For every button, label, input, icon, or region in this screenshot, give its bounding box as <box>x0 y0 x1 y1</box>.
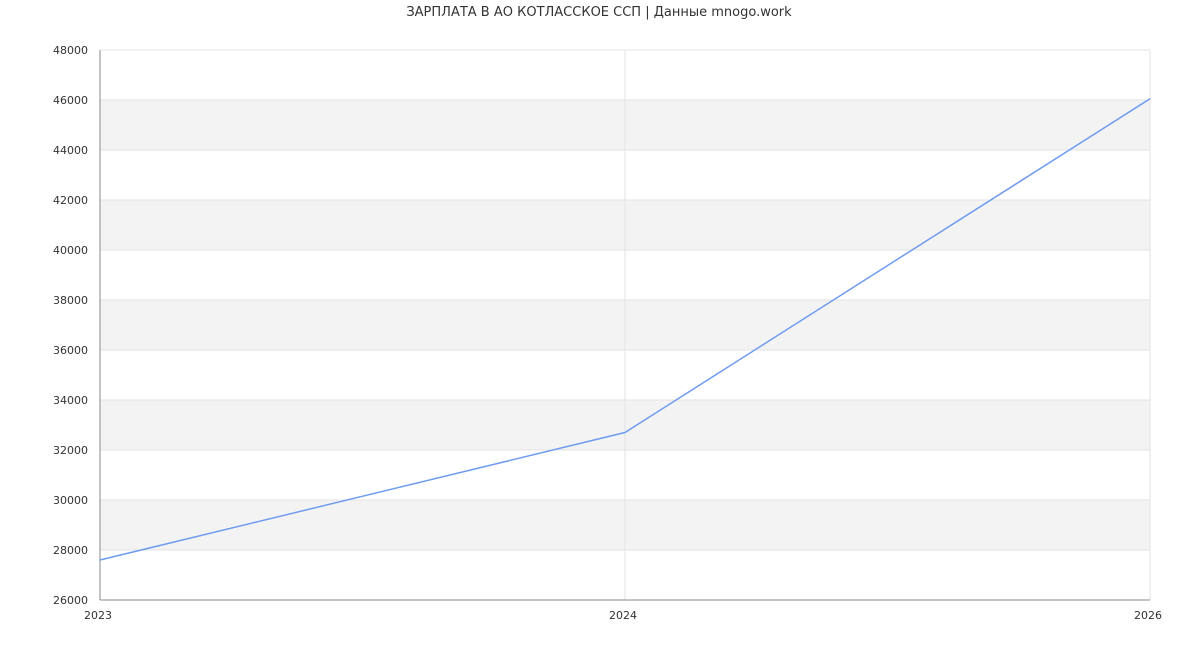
chart-title: ЗАРПЛАТА В АО КОТЛАССКОЕ ССП | Данные mn… <box>406 5 792 20</box>
y-tick-label: 30000 <box>53 494 88 507</box>
y-tick-label: 40000 <box>53 244 88 257</box>
y-tick-label: 36000 <box>53 344 88 357</box>
x-tick-label: 2026 <box>1134 609 1162 622</box>
data-point <box>624 432 626 433</box>
data-point <box>99 559 101 561</box>
y-tick-label: 26000 <box>53 594 88 607</box>
y-tick-label: 46000 <box>53 94 88 107</box>
y-tick-label: 32000 <box>53 444 88 457</box>
data-point <box>1149 98 1151 100</box>
x-tick-label: 2023 <box>84 609 112 622</box>
y-tick-label: 28000 <box>53 544 88 557</box>
y-tick-label: 38000 <box>53 294 88 307</box>
y-tick-label: 34000 <box>53 394 88 407</box>
y-tick-label: 42000 <box>53 194 88 207</box>
y-tick-label: 44000 <box>53 144 88 157</box>
y-tick-label: 48000 <box>53 44 88 57</box>
x-tick-label: 2024 <box>609 609 637 622</box>
